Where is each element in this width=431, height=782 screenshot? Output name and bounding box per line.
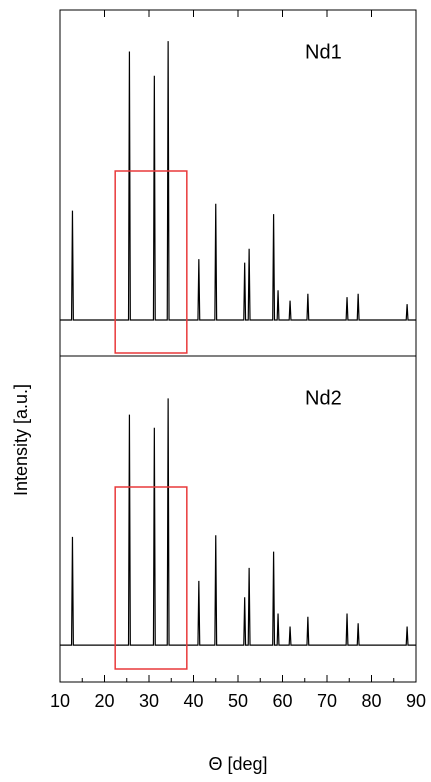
highlight-box bbox=[114, 170, 188, 354]
x-tick-label: 90 bbox=[406, 691, 426, 711]
spectrum-line bbox=[60, 398, 416, 646]
x-tick-label: 40 bbox=[183, 691, 203, 711]
spectrum-line bbox=[60, 41, 416, 321]
x-tick-label: 10 bbox=[50, 691, 70, 711]
x-tick-label: 20 bbox=[94, 691, 114, 711]
x-tick-label: 70 bbox=[317, 691, 337, 711]
panel-label: Nd2 bbox=[305, 387, 342, 409]
x-tick-label: 50 bbox=[228, 691, 248, 711]
x-tick-label: 30 bbox=[139, 691, 159, 711]
x-axis-label: Θ [deg] bbox=[208, 754, 267, 774]
y-axis-label: Intensity [a.u.] bbox=[11, 384, 31, 496]
highlight-box bbox=[114, 486, 188, 670]
x-tick-label: 60 bbox=[272, 691, 292, 711]
panel-label: Nd1 bbox=[305, 41, 342, 63]
x-tick-label: 80 bbox=[361, 691, 381, 711]
plot-frame bbox=[59, 9, 417, 683]
